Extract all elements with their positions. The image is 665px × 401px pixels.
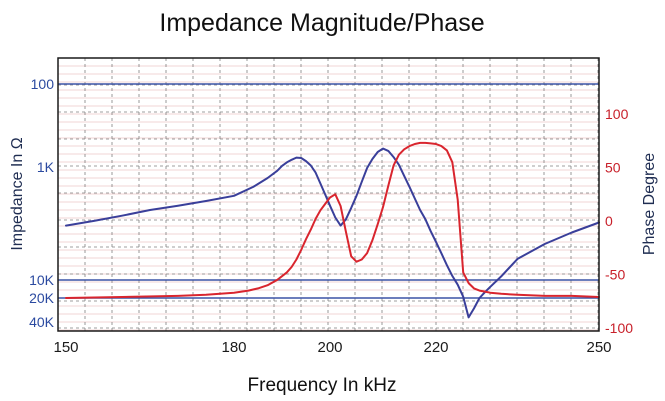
right-tick-label: 50: [605, 160, 621, 176]
right-tick-labels: 100 50 0 -50 -100: [605, 106, 633, 336]
impedance-series-line: [65, 147, 600, 319]
x-axis-label: Frequency In kHz: [248, 375, 397, 396]
x-tick-label: 220: [423, 339, 448, 356]
right-tick-label: -100: [605, 320, 633, 336]
left-tick-label: 40K: [29, 314, 55, 330]
right-axis-label: Phase Degree: [641, 153, 658, 255]
chart-title: Impedance Magnitude/Phase: [159, 9, 484, 37]
x-tick-label: 200: [317, 339, 342, 356]
left-tick-labels: 100 1K 10K 20K 40K: [29, 76, 55, 330]
left-tick-label: 100: [31, 76, 55, 92]
x-tick-label: 150: [53, 339, 78, 356]
right-tick-label: 100: [605, 106, 629, 122]
left-tick-label: 10K: [29, 272, 55, 288]
x-tick-label: 250: [586, 339, 611, 356]
series-layer: [65, 141, 600, 319]
reference-lines: [58, 83, 599, 299]
x-tick-labels: 150 180 200 220 250: [53, 339, 611, 356]
grid-layer: [58, 58, 599, 331]
right-tick-label: -50: [605, 267, 625, 283]
left-tick-label: 20K: [29, 290, 55, 306]
right-tick-label: 0: [605, 213, 613, 229]
left-axis-label: Impedance In Ω: [9, 137, 26, 250]
x-tick-label: 180: [221, 339, 246, 356]
plot-frame: [57, 57, 600, 332]
phase-series-line: [65, 141, 600, 299]
left-tick-label: 1K: [37, 159, 55, 175]
